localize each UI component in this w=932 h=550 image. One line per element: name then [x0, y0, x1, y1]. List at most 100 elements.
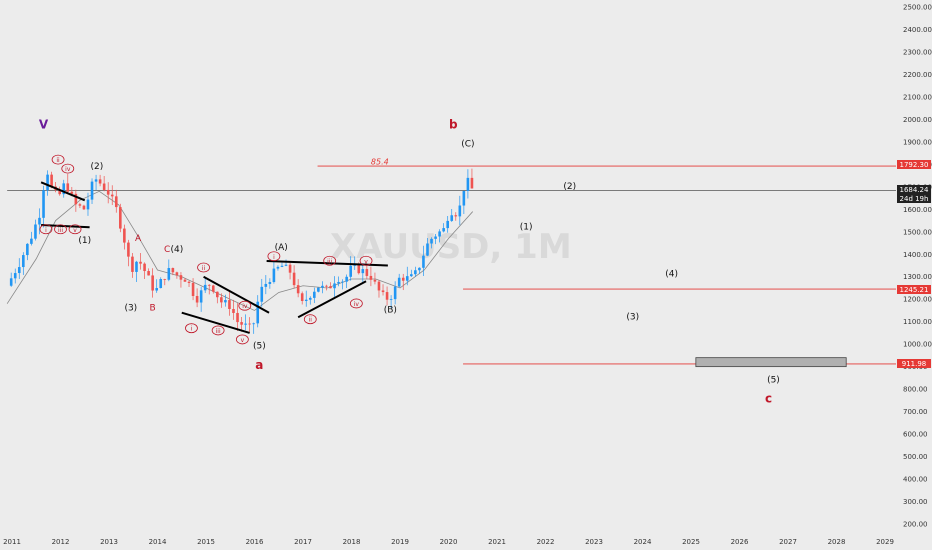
candle-body — [333, 283, 336, 289]
ma-polyline — [6, 190, 474, 311]
trend-line — [40, 181, 86, 202]
candle-body — [410, 274, 413, 277]
candle-body — [191, 282, 195, 296]
candle-body — [341, 281, 344, 283]
candle-body — [317, 287, 320, 292]
wave-label: (4) — [665, 270, 678, 280]
wave-circle-label: iii — [327, 258, 332, 265]
candle-body — [349, 265, 352, 277]
trend-line — [203, 275, 270, 314]
x-axis: 2011 2012 2013 2014 2015 2016 2017 2018 2019 2020… — [3, 538, 894, 546]
wave-label: (1) — [520, 223, 533, 233]
candle-body — [244, 323, 247, 325]
wave-label: (A) — [275, 243, 288, 253]
y-tick-label: 1100.00 — [903, 318, 932, 326]
wave-circle-label: v — [73, 227, 77, 234]
candle-body — [155, 288, 158, 291]
y-tick-label: 700.00 — [903, 408, 928, 416]
price-tags: 1792.30 1684.24 24d 19h 1245.21 911.98 — [897, 160, 931, 368]
wave-circle — [197, 262, 210, 273]
x-tick-label: 2020 — [440, 538, 458, 546]
candle-body — [143, 263, 146, 272]
candle-body — [426, 243, 429, 256]
candle-body — [179, 275, 183, 280]
candle-body — [462, 190, 466, 206]
candle-body — [224, 300, 227, 303]
candle-body — [131, 256, 134, 272]
candle-body — [171, 268, 175, 273]
x-tick-label: 2022 — [537, 538, 555, 546]
wave-label: (5) — [767, 375, 780, 385]
wave-circle — [211, 325, 225, 336]
wave-label: A — [135, 234, 142, 244]
x-tick-label: 2018 — [343, 538, 361, 546]
wave-label: V — [39, 117, 49, 131]
candle-body — [163, 279, 167, 280]
x-tick-label: 2014 — [149, 538, 167, 546]
candle-body — [466, 177, 470, 191]
candle-body — [377, 281, 381, 291]
candle-body — [308, 297, 312, 300]
y-tick-label: 2400.00 — [903, 26, 932, 34]
candle-body — [365, 269, 369, 276]
candle-body — [58, 189, 61, 195]
wave-circle — [359, 255, 373, 266]
candle-body — [13, 273, 17, 279]
candle-body — [385, 292, 389, 300]
candle-body — [139, 261, 142, 264]
x-tick-label: 2015 — [197, 538, 215, 546]
candle-body — [94, 179, 98, 182]
y-tick-label: 1400.00 — [903, 251, 932, 259]
wave-label: c — [765, 392, 772, 406]
y-tick-label: 400.00 — [903, 476, 928, 484]
y-tick-label: 1900.00 — [903, 138, 932, 146]
candle-body — [38, 217, 41, 225]
candle-body — [82, 205, 86, 210]
candle-body — [30, 238, 33, 244]
candle-body — [276, 266, 280, 269]
candle-body — [337, 281, 340, 284]
y-tick-label: 500.00 — [903, 453, 928, 461]
x-tick-label: 2021 — [488, 538, 506, 546]
wave-circle — [185, 323, 198, 334]
wave-label: (5) — [253, 342, 266, 352]
candle-body — [175, 272, 179, 276]
candle-body — [325, 285, 328, 287]
wave-circle-label: iii — [216, 328, 221, 335]
wave-circle-label: iv — [354, 301, 360, 308]
price-tag-911-text: 911.98 — [902, 360, 927, 368]
candle-body — [422, 255, 425, 268]
candle-body — [22, 255, 25, 268]
y-tick-label: 200.00 — [903, 521, 928, 529]
candle-body — [272, 268, 276, 283]
candle-body — [70, 191, 74, 194]
candle-body — [110, 194, 114, 197]
candle-body — [248, 323, 251, 325]
candle-body — [98, 179, 102, 184]
candle-body — [252, 323, 255, 325]
wave-circle — [61, 163, 75, 174]
candle-body — [127, 242, 130, 257]
candle-body — [236, 312, 239, 323]
candle-body — [454, 215, 458, 217]
wave-labels: V (2) (1) (4) (3) A B C (A) (5) a (B) b(C) (2) (1) (4) (… — [39, 117, 780, 405]
candle-body — [418, 267, 421, 271]
wave-circle — [238, 300, 252, 311]
candle-body — [50, 174, 53, 187]
wave-label: B — [150, 303, 156, 313]
candle-body — [183, 279, 187, 282]
candle-body — [240, 322, 243, 325]
fib-label: 85.4 — [371, 157, 389, 166]
candle-body — [26, 243, 29, 256]
x-tick-label: 2011 — [3, 538, 21, 546]
candle-body — [207, 284, 211, 286]
candle-body — [458, 205, 462, 217]
candle-body — [199, 290, 203, 303]
candle-body — [17, 267, 21, 274]
y-tick-label: 2500.00 — [903, 4, 932, 12]
wave-circle — [51, 154, 65, 165]
trend-line — [181, 311, 250, 334]
y-tick-label: 2300.00 — [903, 48, 932, 56]
price-tag-1245-text: 1245.21 — [900, 286, 929, 294]
